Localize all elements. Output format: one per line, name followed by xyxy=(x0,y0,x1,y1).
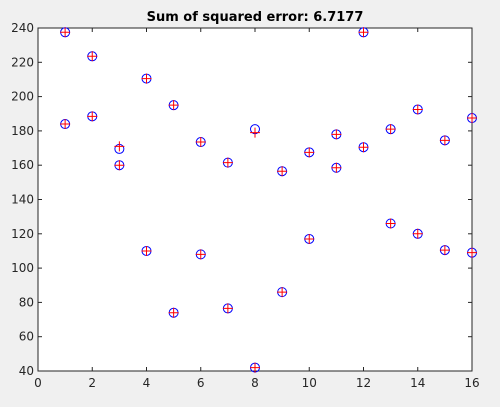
y-tick-label: 80 xyxy=(19,295,34,309)
y-tick-label: 200 xyxy=(11,90,34,104)
x-tick-label: 12 xyxy=(356,376,371,390)
data-point-plus xyxy=(385,124,396,135)
x-tick-label: 2 xyxy=(88,376,96,390)
data-marks xyxy=(60,27,477,373)
x-tick-label: 14 xyxy=(410,376,425,390)
data-point-plus xyxy=(60,119,71,130)
data-point-plus xyxy=(358,27,369,38)
y-tick-label: 40 xyxy=(19,364,34,378)
data-point-plus xyxy=(439,135,450,146)
data-point-plus xyxy=(467,113,477,124)
data-point-plus xyxy=(87,51,98,62)
axis-ticks: 0 2 4 6 8 10 12 14 16 40 60 80 100 120 140 160 180 200 220… xyxy=(11,21,480,390)
data-point-plus xyxy=(168,100,179,111)
x-tick-label: 6 xyxy=(197,376,205,390)
data-point-plus xyxy=(412,104,423,115)
x-tick-label: 16 xyxy=(464,376,479,390)
data-point-plus xyxy=(331,162,342,173)
data-point-plus xyxy=(358,142,369,153)
y-tick-label: 120 xyxy=(11,227,34,241)
x-tick-label: 10 xyxy=(302,376,317,390)
data-point-plus xyxy=(195,249,206,260)
data-point-plus xyxy=(412,228,423,239)
data-point-plus xyxy=(304,147,315,158)
plot-area xyxy=(37,27,473,372)
x-tick-label: 4 xyxy=(143,376,151,390)
data-point-plus xyxy=(168,307,179,318)
x-tick-label: 8 xyxy=(251,376,259,390)
data-point-plus xyxy=(250,127,260,138)
x-tick-label: 0 xyxy=(34,376,42,390)
y-tick-label: 60 xyxy=(19,330,34,344)
data-point-plus xyxy=(304,233,315,244)
data-point-plus xyxy=(277,166,288,177)
data-point-plus xyxy=(222,303,233,314)
y-tick-label: 140 xyxy=(11,193,34,207)
data-point-plus xyxy=(195,137,206,148)
data-point-plus xyxy=(60,27,71,38)
y-tick-label: 100 xyxy=(11,261,34,275)
data-point-plus xyxy=(439,245,450,256)
y-tick-label: 180 xyxy=(11,124,34,138)
data-point-plus xyxy=(114,160,125,171)
data-point-plus xyxy=(141,73,152,84)
data-point-plus xyxy=(385,218,396,229)
chart-title: Sum of squared error: 6.7177 xyxy=(147,10,364,25)
y-tick-label: 240 xyxy=(11,21,34,35)
y-tick-label: 220 xyxy=(11,55,34,69)
data-point-plus xyxy=(141,245,152,256)
data-point-plus xyxy=(277,287,288,298)
data-point-plus xyxy=(114,141,125,152)
data-point-plus xyxy=(87,111,98,122)
data-point-plus xyxy=(331,129,342,140)
y-tick-label: 160 xyxy=(11,158,34,172)
data-point-plus xyxy=(467,247,477,258)
data-point-plus xyxy=(222,157,233,168)
data-point-plus xyxy=(250,362,260,373)
